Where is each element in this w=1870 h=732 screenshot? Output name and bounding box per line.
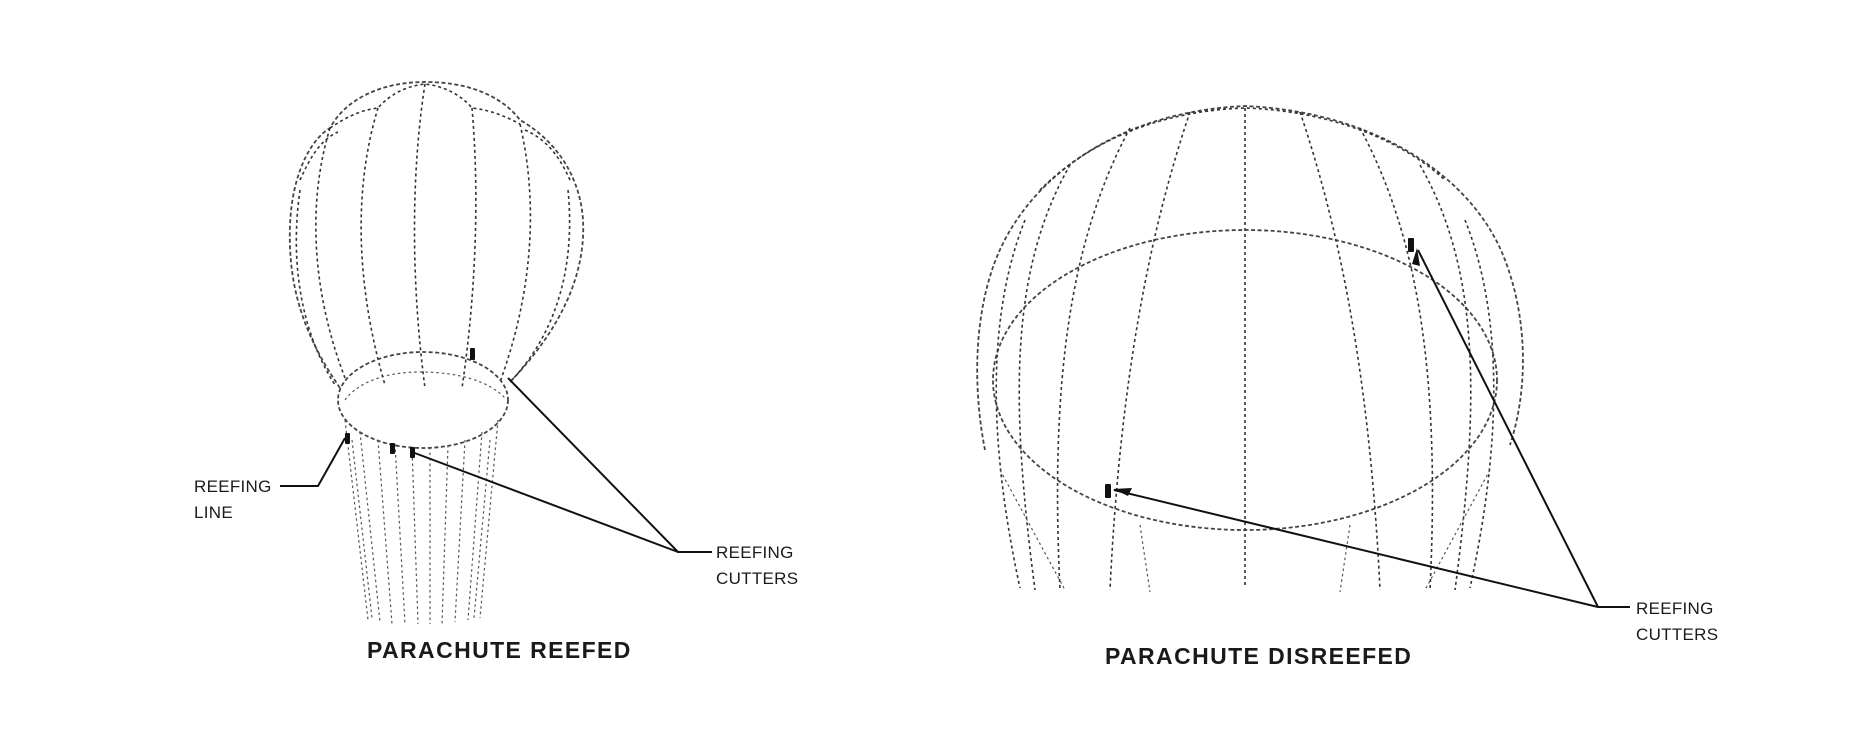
reefing-cutter-mark [1105,484,1111,498]
reefing-cutters-label: CUTTERS [716,569,798,588]
reefing-cutters-leader [1417,249,1630,608]
reefing-line-label: REEFING [194,477,272,496]
reefing-cutter-mark [390,443,395,454]
reefing-cutters-leader [1113,489,1599,608]
reefing-line-leader [280,437,346,487]
reefing-cutters-label: REEFING [1636,599,1714,618]
reefed-caption: PARACHUTE REEFED [367,637,632,663]
reefing-cutters-label: REEFING [716,543,794,562]
reefed-parachute: REEFING LINE REEFING CUTTERS PARACHUTE R… [194,81,798,663]
reefing-cutters-label: CUTTERS [1636,625,1718,644]
reefing-cutter-mark [470,348,475,360]
reefing-cutter-mark [1408,238,1414,252]
reefing-line-label: LINE [194,503,233,522]
disreefed-caption: PARACHUTE DISREEFED [1105,643,1412,669]
reefing-cutter-mark [345,433,350,444]
reefing-cutters-leader [411,451,679,553]
disreefed-parachute: REEFING CUTTERS PARACHUTE DISREEFED [976,105,1718,669]
